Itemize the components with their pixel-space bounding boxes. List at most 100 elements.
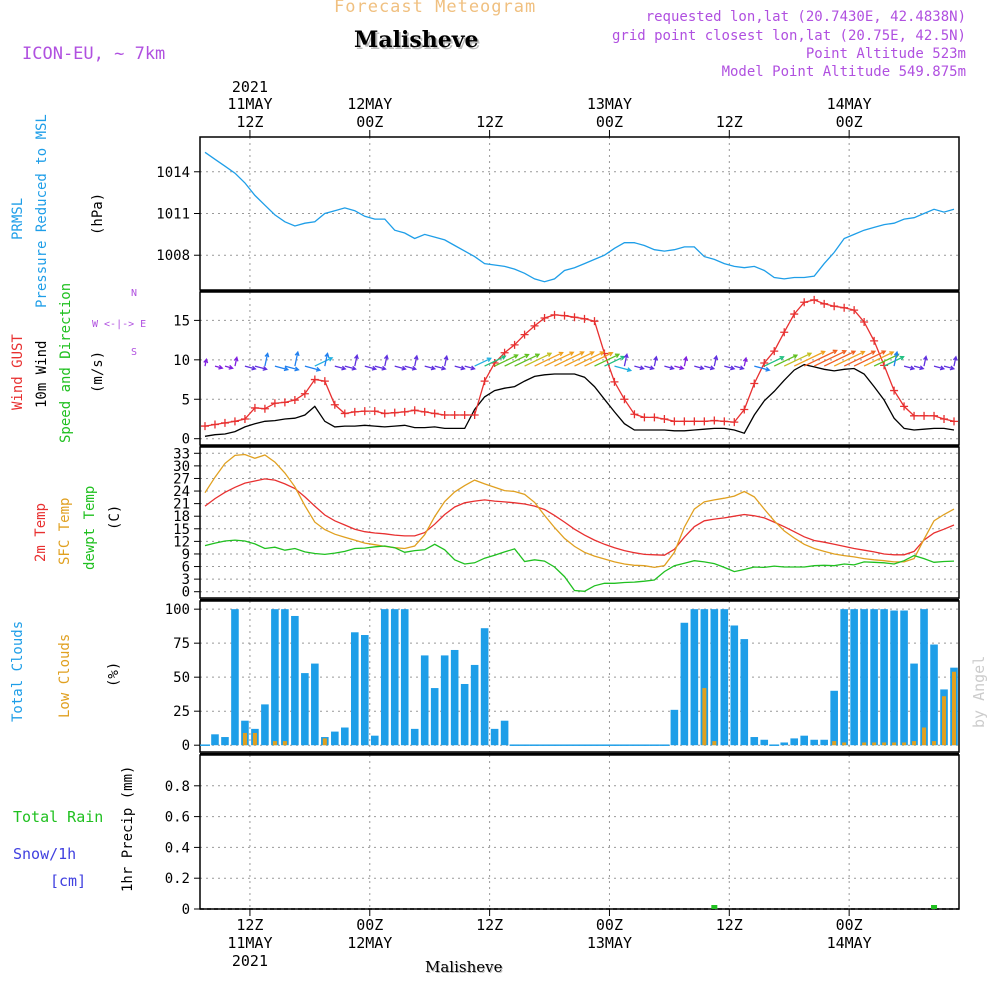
total-cloud-bar: [400, 609, 409, 746]
wind-direction-arrow: [364, 365, 378, 371]
gust-marker: [360, 407, 369, 416]
wind-direction-arrow: [584, 351, 614, 367]
compass-south: S: [131, 347, 138, 358]
gust-marker: [720, 417, 729, 426]
gust-marker: [810, 295, 819, 304]
wind-direction-arrow: [773, 354, 799, 367]
wind-direction-arrow: [644, 365, 655, 371]
wind-direction-arrow: [524, 352, 553, 367]
wind-direction-arrow: [683, 355, 689, 367]
gust-marker: [500, 348, 509, 357]
wind-direction-arrow: [853, 350, 887, 367]
low-cloud-bar: [272, 741, 277, 746]
wind-direction-arrow: [754, 365, 771, 372]
wind-direction-arrow: [952, 355, 958, 367]
wind-direction-arrow: [574, 351, 605, 367]
y-tick-label: 100: [165, 602, 190, 618]
total-cloud-bar: [870, 609, 878, 746]
gust-marker: [570, 313, 579, 322]
low-cloud-bar: [912, 741, 917, 746]
total-cloud-bar: [690, 609, 699, 746]
y-tick-label: 0: [182, 432, 190, 448]
low-cloud-bar: [322, 738, 327, 746]
top-time-label-year: 2021: [232, 78, 268, 96]
bottom-time-label-hour: 12Z: [716, 916, 743, 934]
gust-marker: [590, 317, 599, 326]
gust-marker: [950, 417, 959, 426]
gust-marker: [310, 375, 319, 384]
total-cloud-bar: [301, 673, 309, 746]
wind-direction-arrow: [694, 365, 705, 371]
wind-direction-arrow: [214, 364, 224, 370]
gust-marker: [750, 379, 759, 388]
wind-direction-arrow: [823, 350, 857, 367]
gust-marker: [380, 409, 389, 418]
model-point-altitude: Model Point Altitude 549.875m: [721, 64, 966, 80]
wind-direction-arrow: [564, 351, 595, 367]
gust-marker: [390, 408, 399, 417]
y-tick-label: 24: [173, 484, 190, 500]
y-tick-label: 0.4: [165, 840, 190, 856]
gust-marker: [460, 411, 469, 420]
total-cloud-bar: [490, 728, 499, 746]
bottom-time-label-date: 13MAY: [587, 934, 632, 952]
y-tick-label: 25: [173, 704, 190, 720]
wind-direction-arrow: [903, 365, 916, 371]
panel-frame: [199, 446, 960, 599]
total-cloud-bar: [420, 655, 429, 746]
gust-marker: [330, 400, 339, 409]
gust-marker: [540, 314, 549, 323]
wind-direction-arrow: [813, 350, 848, 367]
low-cloud-bar: [902, 742, 907, 746]
wind-direction-arrow: [274, 365, 290, 372]
gust-marker: [670, 417, 679, 426]
gust-marker: [580, 314, 589, 323]
total-cloud-bar: [291, 615, 299, 746]
gust-marker: [260, 404, 269, 413]
total-cloud-bar: [930, 644, 938, 746]
y-tick-label: 9: [182, 547, 190, 563]
wind-direction-arrow: [923, 355, 928, 367]
gust-marker: [800, 298, 809, 307]
y-tick-label: 0: [182, 738, 190, 754]
gust-marker: [550, 310, 559, 319]
gust-marker: [920, 411, 929, 420]
wind-direction-arrow: [314, 356, 334, 367]
total-cloud-bar: [261, 704, 269, 746]
wind-direction-arrow: [294, 350, 300, 367]
total-cloud-bar: [440, 655, 449, 746]
low-cloud-bar: [882, 742, 887, 746]
bottom-time-label-date: 14MAY: [827, 934, 872, 952]
gust-marker: [910, 411, 919, 420]
rain-bar: [711, 905, 718, 909]
total-cloud-bar: [271, 609, 279, 746]
total-cloud-bar: [480, 628, 489, 746]
wind-direction-arrow: [394, 365, 407, 371]
y-tick-label: 0: [182, 585, 190, 601]
wind-direction-arrow: [943, 365, 956, 371]
gust-marker: [450, 411, 459, 420]
top-time-label-hour: 12Z: [716, 113, 743, 131]
wind-direction-arrow: [833, 350, 866, 367]
temp-2m-line: [204, 478, 955, 556]
wind-direction-arrow: [374, 365, 387, 371]
wind-direction-arrow: [933, 365, 946, 371]
y-tick-label: 15: [173, 313, 190, 329]
bottom-time-label-hour: 12Z: [476, 916, 503, 934]
snow-unit-label: [cm]: [50, 872, 87, 890]
low-cloud-bar: [282, 741, 287, 746]
temp-sfc-line: [204, 453, 955, 569]
gust-marker: [940, 414, 949, 423]
wind-direction-arrow: [264, 352, 270, 367]
wind-direction-arrow: [244, 365, 257, 371]
total-cloud-bar: [750, 737, 759, 746]
total-cloud-bar: [700, 609, 709, 746]
wind-direction-arrow: [623, 352, 629, 367]
gust-marker: [640, 413, 649, 422]
gust-marker: [820, 299, 829, 308]
total-cloud-bar: [840, 609, 848, 746]
top-time-label-hour: 12Z: [476, 113, 503, 131]
snow-label: Snow/1h: [13, 845, 77, 863]
total-cloud-bar: [460, 683, 469, 746]
total-cloud-bar: [341, 727, 349, 746]
